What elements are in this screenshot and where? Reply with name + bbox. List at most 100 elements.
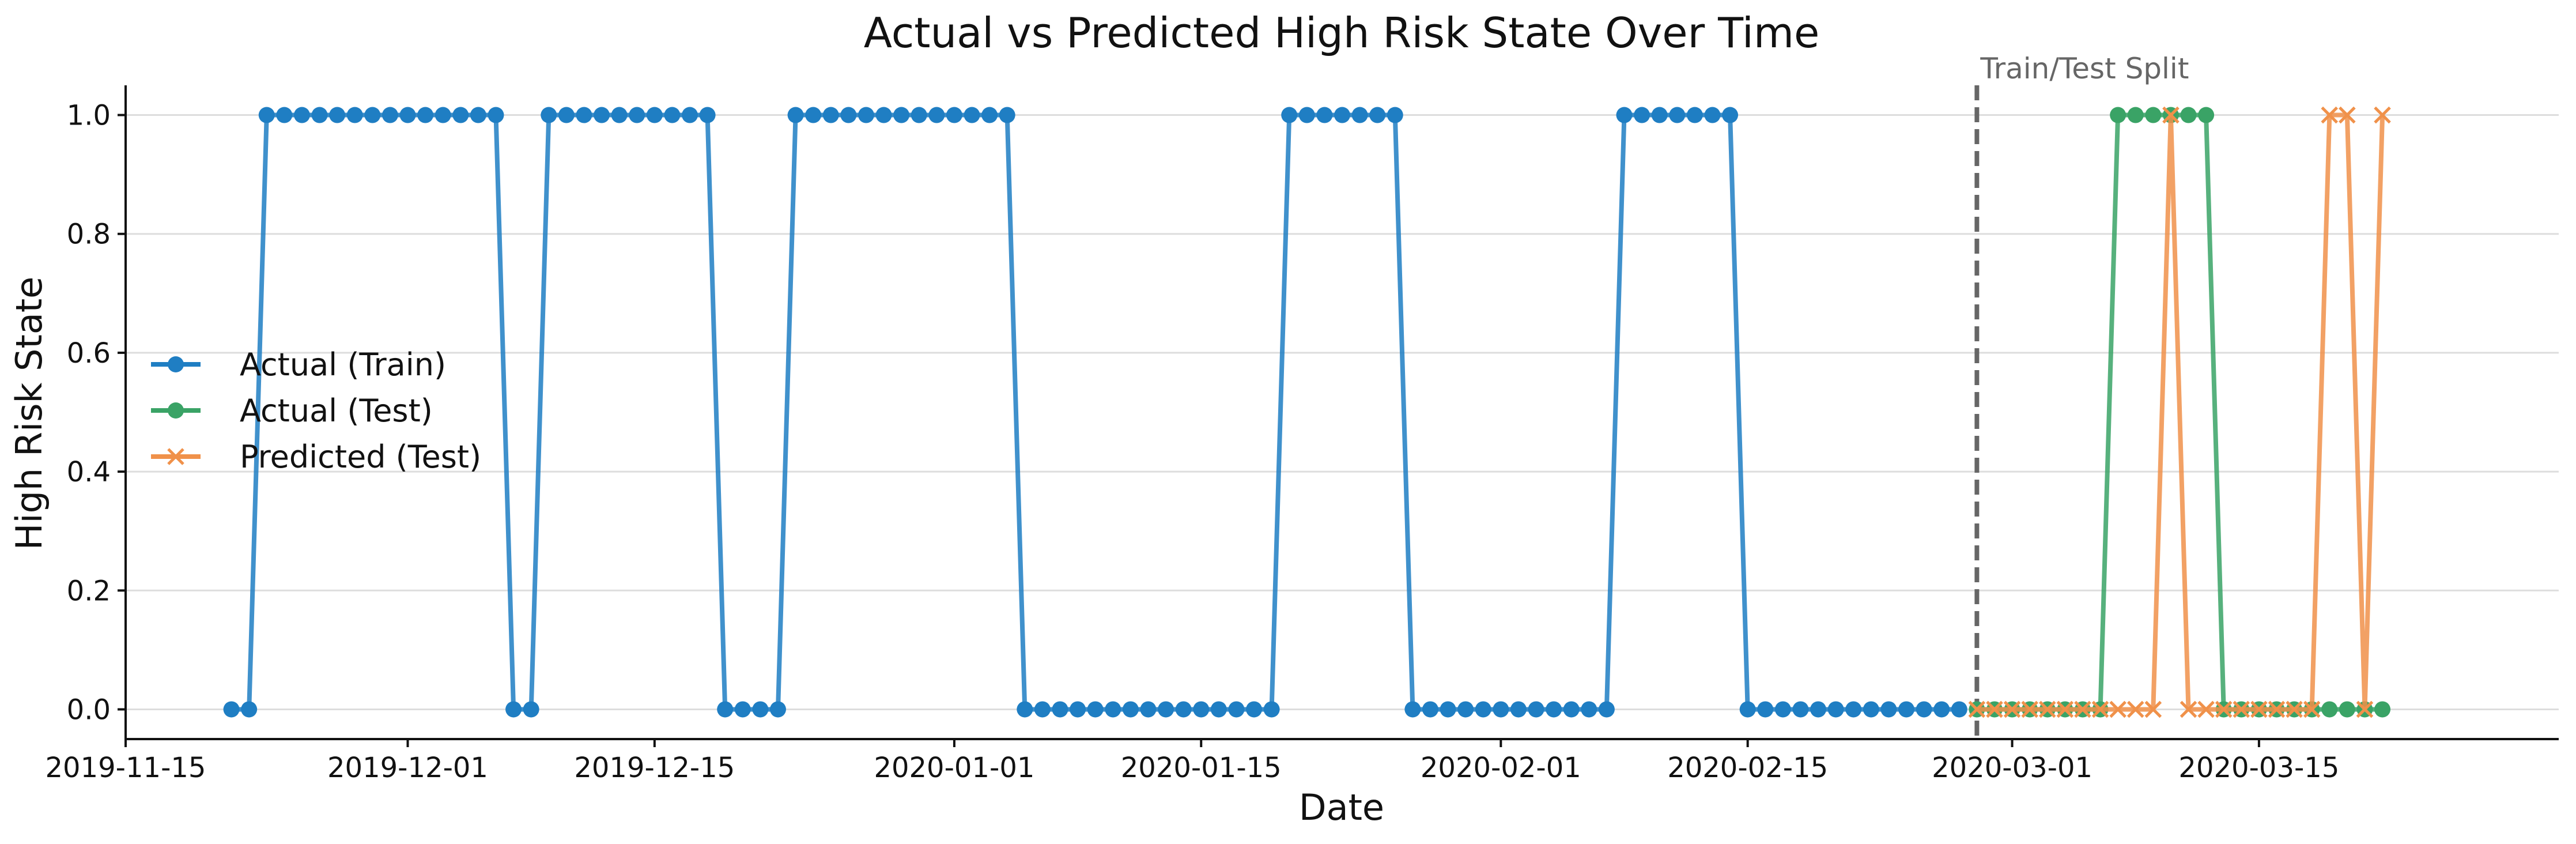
data-point [752, 701, 769, 718]
data-point [858, 107, 874, 123]
data-point [2356, 700, 2374, 718]
ticks: 0.0 0.2 0.4 0.6 0.8 1.0 2019-11-15 2019-12-01 20… [46, 100, 2340, 784]
data-point [611, 107, 628, 123]
data-point [1863, 701, 1879, 718]
y-tick-label: 0.0 [67, 694, 111, 726]
data-point [523, 701, 539, 718]
data-point [505, 701, 522, 718]
data-point [928, 107, 945, 123]
legend-label: Actual (Train) [240, 346, 446, 383]
x-tick-label: 2019-12-15 [574, 752, 735, 784]
series-predicted-test [1968, 106, 2391, 718]
data-point [2144, 700, 2162, 718]
data-point [435, 107, 451, 123]
data-point [293, 107, 310, 123]
x-tick-label: 2020-01-15 [1121, 752, 1282, 784]
data-point [629, 107, 645, 123]
data-point [1810, 701, 1827, 718]
data-point [1404, 701, 1421, 718]
data-point [1968, 700, 1986, 718]
data-point [911, 107, 927, 123]
data-point [1122, 701, 1139, 718]
data-point [875, 107, 892, 123]
data-point [1210, 701, 1227, 718]
legend-swatch-marker [168, 402, 184, 419]
y-tick-label: 1.0 [67, 100, 111, 132]
data-point [699, 107, 716, 123]
data-point [2374, 106, 2391, 124]
data-point [893, 107, 910, 123]
data-point [2339, 106, 2356, 124]
data-point [2109, 700, 2126, 718]
data-point [1634, 107, 1650, 123]
data-point [2303, 700, 2321, 718]
data-point [1528, 701, 1544, 718]
data-point [1774, 701, 1791, 718]
data-point [2162, 106, 2180, 124]
data-point [769, 701, 786, 718]
data-point [1581, 701, 1597, 718]
data-point [2250, 700, 2268, 718]
data-point [1563, 701, 1580, 718]
y-tick-label: 0.4 [67, 456, 111, 488]
data-point [2180, 107, 2197, 123]
data-point [1951, 701, 1967, 718]
data-point [664, 107, 681, 123]
data-point [576, 107, 592, 123]
data-point [558, 107, 575, 123]
x-tick-label: 2020-02-01 [1421, 752, 1581, 784]
data-point [946, 107, 962, 123]
data-point [1845, 701, 1862, 718]
data-point [1880, 701, 1897, 718]
data-point [1334, 107, 1350, 123]
data-point [2233, 700, 2250, 718]
data-point [2180, 700, 2197, 718]
legend: Actual (Train) Actual (Test) Predicted (Te… [151, 346, 481, 475]
x-tick-label: 2020-02-15 [1667, 752, 1828, 784]
data-point [2126, 700, 2144, 718]
data-point [1669, 107, 1686, 123]
chart-title: Actual vs Predicted High Risk State Over… [864, 9, 1820, 57]
x-tick-label: 2019-12-01 [327, 752, 488, 784]
legend-swatch-marker [167, 448, 184, 465]
y-tick-label: 0.8 [67, 218, 111, 251]
y-tick-label: 0.6 [67, 337, 111, 370]
split-label: Train/Test Split [1980, 52, 2189, 85]
data-point [1369, 107, 1386, 123]
data-point [1193, 701, 1210, 718]
data-point [1175, 701, 1192, 718]
data-point [1281, 107, 1298, 123]
data-point [2321, 701, 2338, 718]
data-point [964, 107, 980, 123]
data-point [2268, 700, 2286, 718]
data-point [1351, 107, 1368, 123]
x-tick-label: 2019-11-15 [46, 752, 206, 784]
y-tick-label: 0.2 [67, 575, 111, 607]
data-point [981, 107, 998, 123]
data-point [1246, 701, 1263, 718]
data-point [2056, 700, 2074, 718]
data-point [346, 107, 363, 123]
legend-label: Actual (Test) [240, 393, 433, 429]
series-line [231, 112, 1959, 712]
data-point [1916, 701, 1932, 718]
data-point [1792, 701, 1809, 718]
x-tick-label: 2020-01-01 [874, 752, 1034, 784]
data-point [1140, 701, 1157, 718]
data-point [2145, 107, 2162, 123]
data-point [1827, 701, 1844, 718]
y-axis-label: High Risk State [8, 277, 50, 551]
data-point [1598, 701, 1615, 718]
data-point [1493, 701, 1509, 718]
data-point [2074, 700, 2091, 718]
data-point [2021, 700, 2038, 718]
data-point [276, 107, 293, 123]
data-point [541, 107, 557, 123]
data-point [1457, 701, 1474, 718]
legend-item-predicted-test: Predicted (Test) [151, 439, 481, 475]
data-point [1298, 107, 1315, 123]
legend-swatch-marker [168, 356, 184, 372]
data-point [594, 107, 610, 123]
data-point [311, 107, 328, 123]
